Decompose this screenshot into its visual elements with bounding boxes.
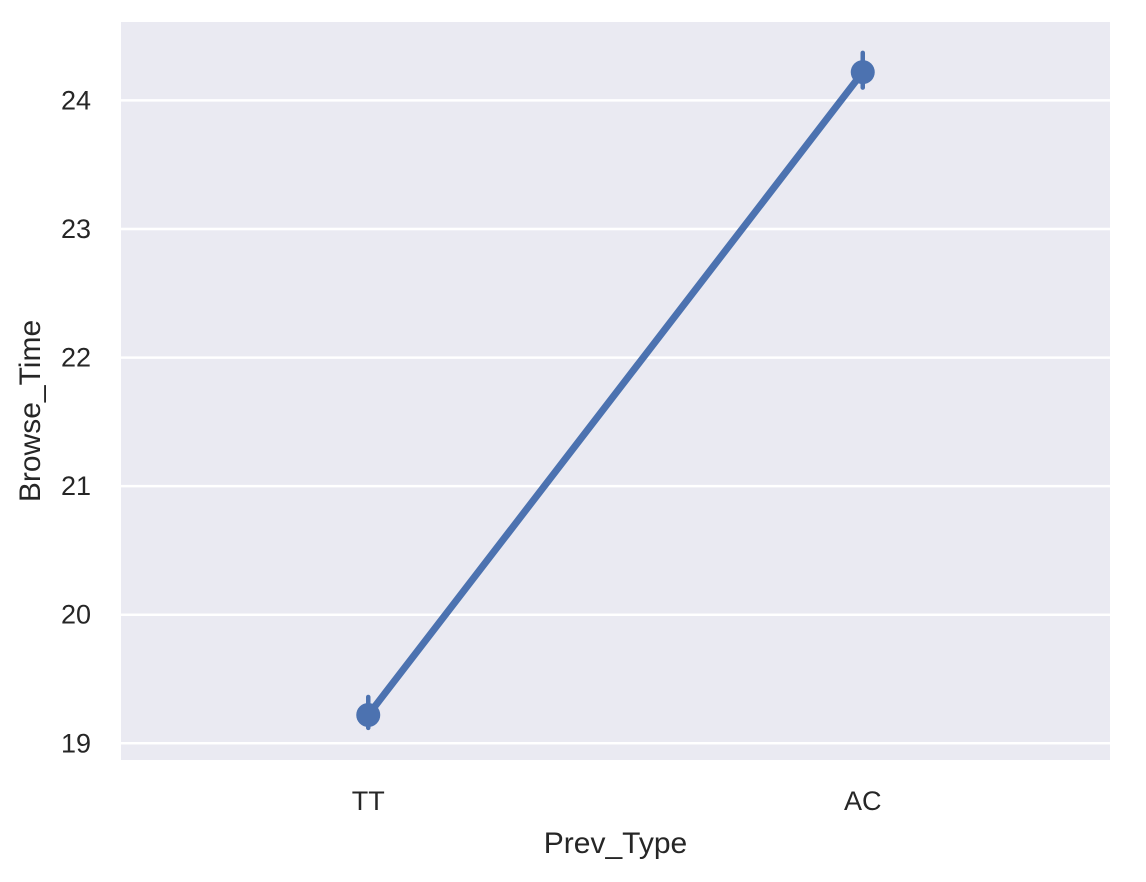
y-tick-label: 21: [61, 471, 91, 501]
gridlines: [121, 99, 1110, 745]
data-point-tt: [356, 703, 381, 727]
y-tick-labels: 19 20 21 22 23 24: [61, 85, 91, 758]
y-tick-label: 23: [61, 214, 91, 244]
y-tick-label: 24: [61, 85, 91, 115]
y-tick-label: 22: [61, 343, 91, 373]
y-axis-label: Browse_Time: [14, 320, 47, 502]
x-tick-labels: TT AC: [352, 786, 882, 816]
x-tick-label-ac: AC: [844, 786, 882, 816]
y-tick-label: 20: [61, 600, 91, 630]
series-line: [364, 68, 867, 719]
series-group: [356, 50, 875, 731]
data-point-ac: [850, 60, 875, 85]
x-tick-label-tt: TT: [352, 786, 385, 816]
x-axis-label: Prev_Type: [544, 827, 687, 860]
y-tick-label: 19: [61, 728, 91, 758]
